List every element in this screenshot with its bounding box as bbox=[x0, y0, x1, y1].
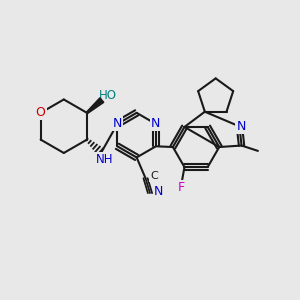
Polygon shape bbox=[86, 98, 104, 113]
Text: O: O bbox=[36, 106, 46, 119]
Text: N: N bbox=[236, 120, 246, 133]
Text: N: N bbox=[151, 118, 160, 130]
Text: F: F bbox=[178, 181, 185, 194]
Text: N: N bbox=[112, 118, 122, 130]
Text: NH: NH bbox=[96, 153, 114, 166]
Text: N: N bbox=[154, 184, 163, 197]
Text: HO: HO bbox=[99, 88, 117, 101]
Text: C: C bbox=[150, 171, 158, 181]
